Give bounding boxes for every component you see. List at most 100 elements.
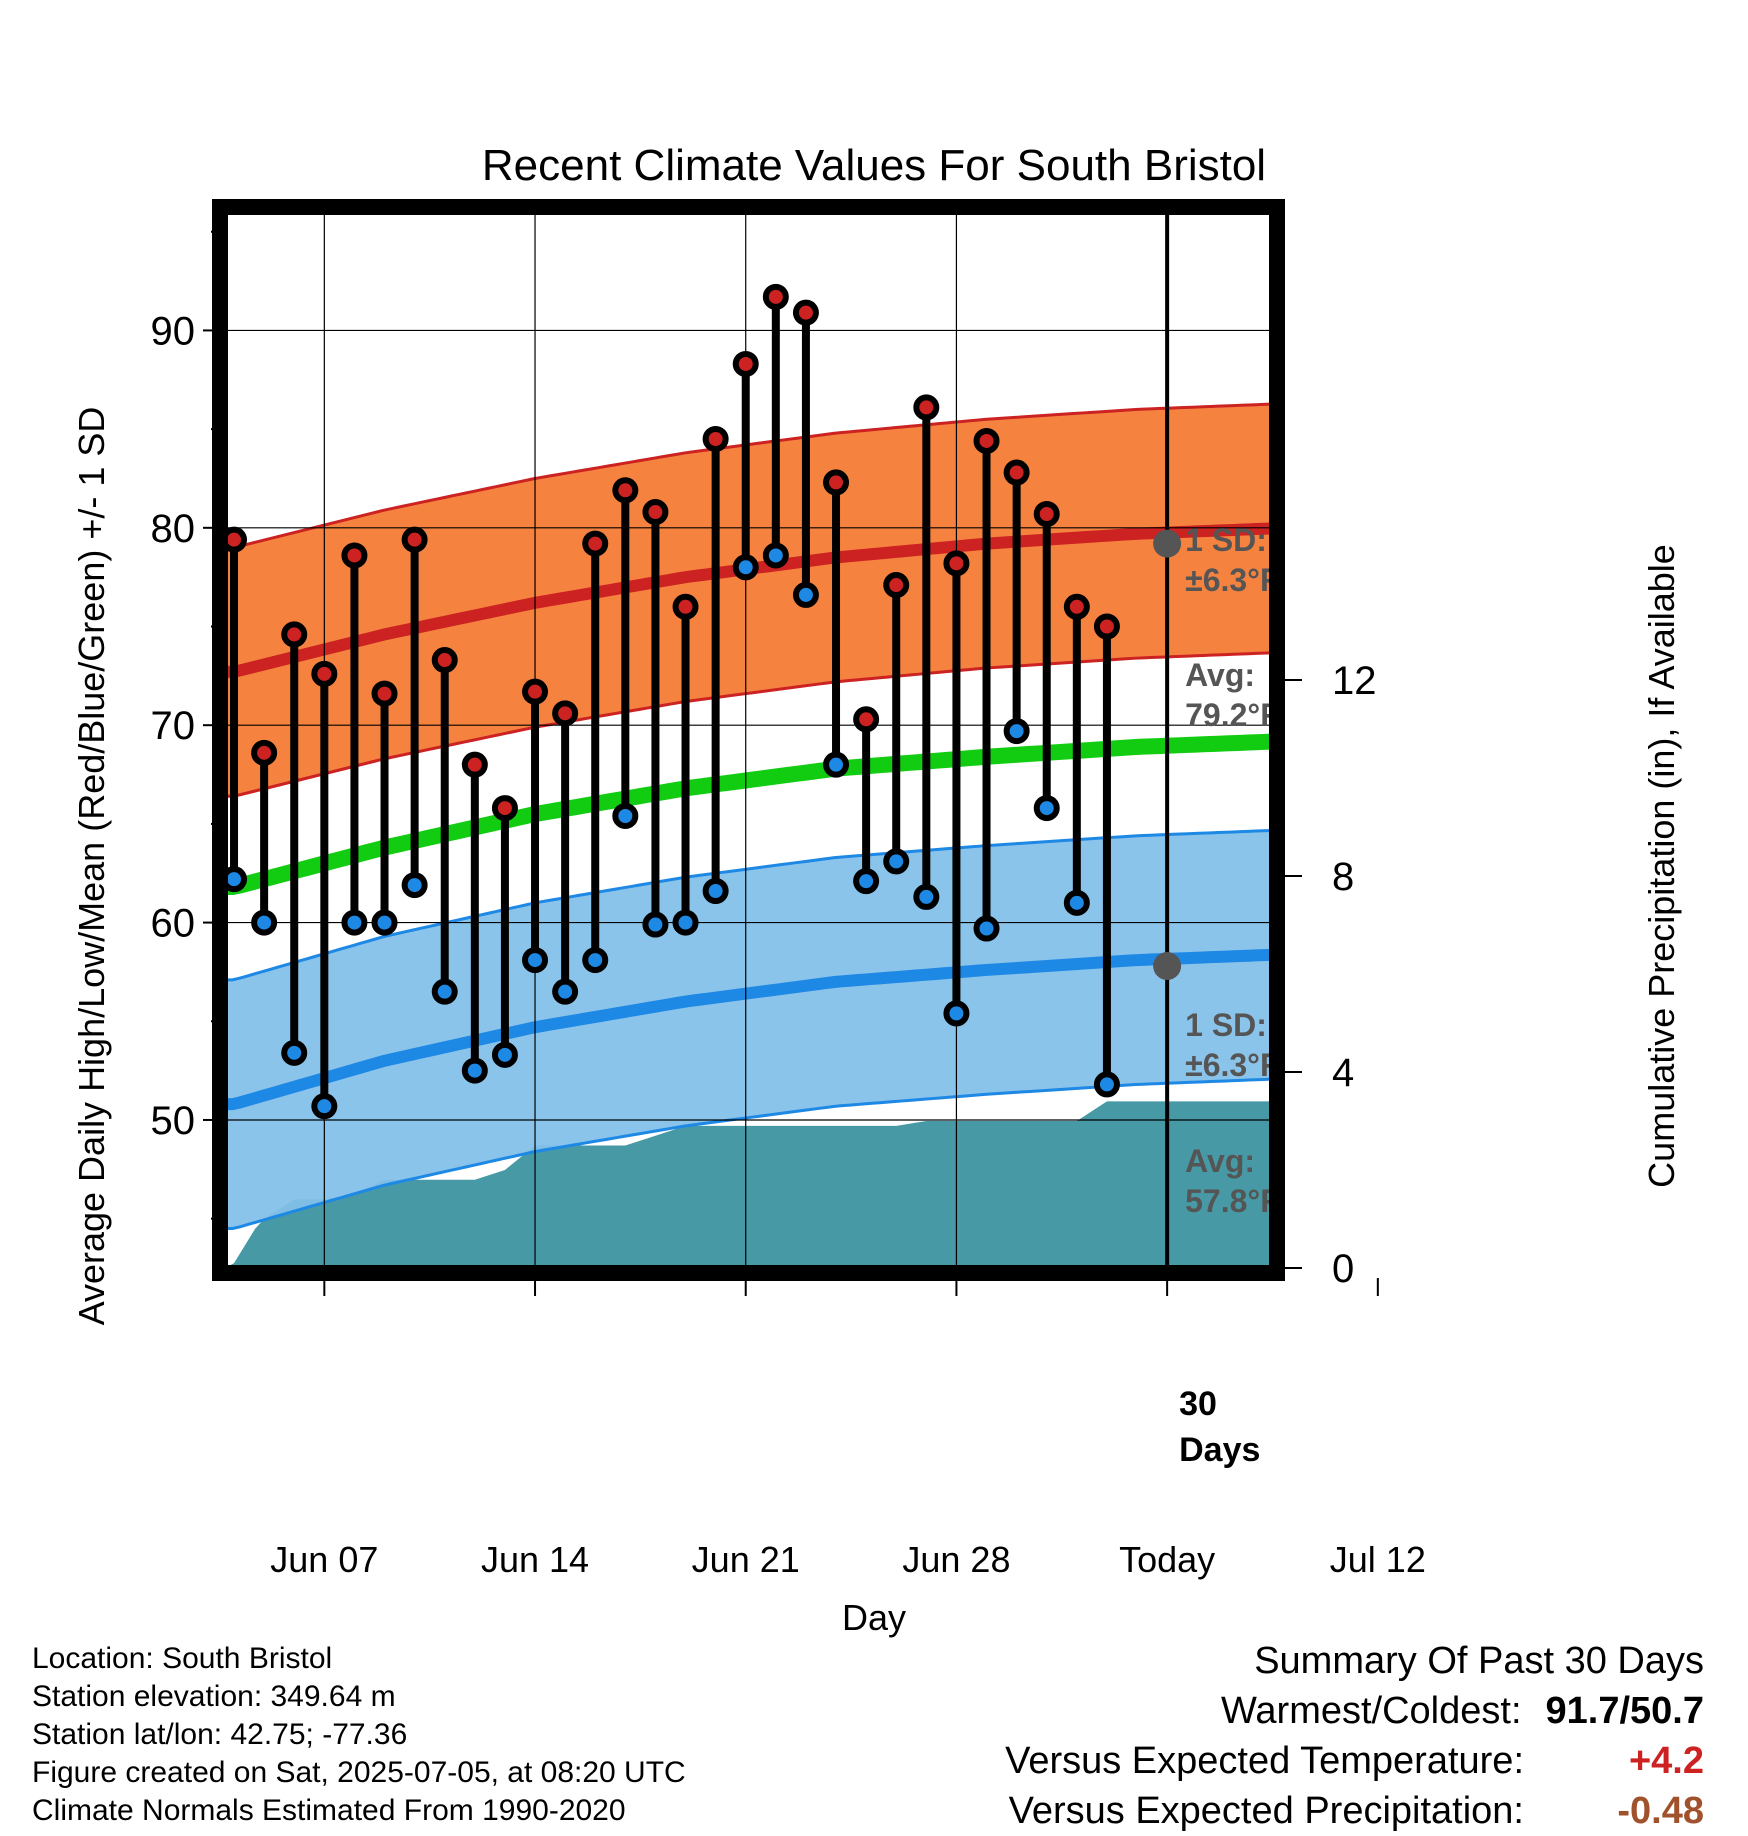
temp-label: Versus Expected Temperature: [1005,1740,1524,1782]
daily-high-point [672,593,699,620]
daily-high-point [792,299,819,326]
daily-high-point [491,795,518,822]
info-normals: Climate Normals Estimated From 1990-2020 [32,1794,626,1827]
station-info: Location: South Bristol Station elevatio… [32,1640,686,1830]
daily-high-point [431,647,458,674]
daily-low-point [281,1039,308,1066]
daily-low-point [311,1093,338,1120]
daily-low-point [943,1000,970,1027]
y-tick-label: 70 [151,704,196,748]
x-tick-label: Jun 07 [270,1539,378,1580]
low-avg-label: Avg: [1185,1143,1255,1179]
high-sd-label: ±6.3°F [1185,562,1279,598]
daily-high-point [522,678,549,705]
daily-high-point [1127,0,1147,10]
daily-low-point [672,909,699,936]
daily-low-point [642,911,669,938]
y-axis-label: Average Daily High/Low/Mean (Red/Blue/Gr… [71,407,112,1326]
daily-low-point [401,872,428,899]
y-tick-label: 50 [151,1099,196,1143]
daily-low-point [225,866,248,893]
daily-low-point [371,909,398,936]
daily-low-point [732,554,759,581]
plot-area: 1 SD: ±6.3°F Avg: 79.2°F 1 SD: ±6.3°F Avg: 57.8… [151,0,1426,1580]
summary-heading: Summary Of Past 30 Days [1254,1640,1704,1682]
daily-low-point [883,848,910,875]
x-tick-label: Jun 28 [902,1539,1010,1580]
daily-high-point [251,739,278,766]
y2-axis-label: Cumulative Precipitation (in), If Availa… [1641,544,1682,1188]
normal-low-band [225,830,1271,1229]
low-sd-label: ±6.3°F [1185,1047,1279,1083]
plot-content [225,0,1272,1268]
daily-high-point [341,542,368,569]
chart-title: Recent Climate Values For South Bristol [482,141,1266,190]
daily-high-point [762,283,789,310]
y2-tick-label: 8 [1332,855,1354,899]
warmest-value: 91.7/50.7 [1545,1690,1704,1732]
high-sd-label: 1 SD: [1185,522,1267,558]
high-avg-label: 79.2°F [1185,697,1280,733]
daily-low-point [1003,718,1030,745]
daily-high-point [1003,459,1030,486]
daily-high-point [1063,593,1090,620]
normal-mean-line [225,733,1272,896]
y2-tick-label: 0 [1332,1247,1354,1291]
daily-high-point [225,526,248,553]
daily-low-point [823,751,850,778]
precip-value: -0.48 [1617,1790,1704,1832]
daily-high-point [702,425,729,452]
summary-precip-row: Versus Expected Precipitation: -0.48 [1005,1786,1704,1836]
today-days-label: 30 [1179,1385,1217,1423]
daily-high-point [943,550,970,577]
daily-low-point [1127,0,1147,10]
normal-high-band-edge [225,651,1272,798]
daily-low-point [582,947,609,974]
info-latlon: Station lat/lon: 42.75; -77.36 [32,1718,408,1751]
daily-low-point [552,978,579,1005]
daily-low-point [913,883,940,910]
precip-area [225,1101,1272,1268]
low-avg-label: 57.8°F [1185,1183,1280,1219]
daily-low-point [491,1041,518,1068]
normal-low-band-edge [225,828,1272,982]
x-axis-label: Day [842,1597,906,1638]
high-avg-label: Avg: [1185,657,1255,693]
daily-low-point [1063,889,1090,916]
warmest-label: Warmest/Coldest: [1220,1690,1522,1732]
x-tick-label: Jul 12 [1330,1539,1426,1580]
daily-high-point [582,530,609,557]
summary-panel: Summary Of Past 30 Days Warmest/Coldest:… [1005,1636,1704,1836]
daily-high-point [552,700,579,727]
y2-tick-label: 4 [1332,1051,1354,1095]
daily-high-point [883,572,910,599]
daily-high-point [823,469,850,496]
daily-high-point [1033,500,1060,527]
info-elevation: Station elevation: 349.64 m [32,1680,396,1713]
summary-temp-row: Versus Expected Temperature: +4.2 [1005,1736,1704,1786]
daily-high-point [853,706,880,733]
daily-low-point [341,909,368,936]
daily-low-point [1093,1071,1120,1098]
y2-tick-label: 12 [1332,659,1377,703]
daily-high-point [1093,613,1120,640]
daily-low-point [792,581,819,608]
info-location: Location: South Bristol [32,1642,333,1675]
normal-low-line [225,948,1272,1111]
daily-low-point [431,978,458,1005]
today-high-marker [1153,529,1182,558]
daily-low-point [1033,795,1060,822]
daily-high-point [732,350,759,377]
low-sd-label: 1 SD: [1185,1007,1267,1043]
daily-low-point [973,915,1000,942]
daily-low-point [522,947,549,974]
daily-high-point [371,680,398,707]
daily-low-point [461,1057,488,1084]
plot-frame [212,199,1285,1281]
x-tick-label: Jun 14 [481,1539,589,1580]
summary-warmest-row: Warmest/Coldest: 91.7/50.7 [1005,1686,1704,1736]
daily-high-point [973,427,1000,454]
daily-high-point [913,394,940,421]
temp-value: +4.2 [1628,1740,1704,1782]
